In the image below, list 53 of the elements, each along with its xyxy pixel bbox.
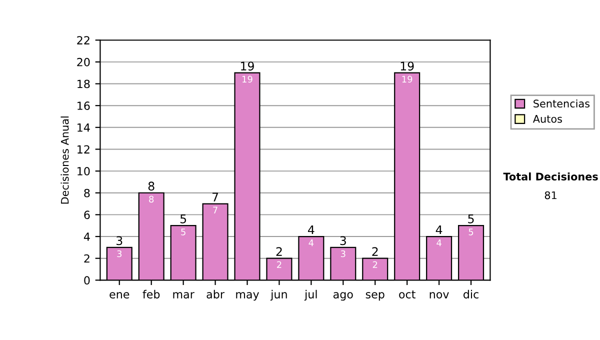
y-tick-label: 16	[78, 102, 90, 110]
text: 81	[544, 191, 556, 200]
y-tick-label: 22	[77, 36, 90, 44]
annotation: 19	[241, 62, 254, 71]
annotation: 19	[400, 62, 414, 71]
annotation: 2	[372, 247, 378, 256]
annotation: 2	[276, 247, 282, 256]
data-label: 4	[436, 240, 442, 246]
y-tick-label: 18	[78, 80, 90, 88]
x-tick-label: sep	[366, 292, 384, 301]
x-tick-label: jun	[270, 290, 287, 301]
y-axis-title: Decisiones Anual	[60, 116, 69, 204]
y-tick-label: 2	[84, 254, 90, 263]
data-label: 19	[242, 76, 252, 83]
data-label: 2	[277, 261, 282, 268]
data-label: 4	[308, 240, 314, 246]
y-tick-label: 8	[84, 188, 90, 198]
annotation: 3	[340, 236, 346, 246]
x-tick-label: feb	[142, 290, 160, 298]
annotation: 7	[212, 192, 218, 202]
y-tick-label: 0	[84, 276, 90, 285]
annotation: 4	[308, 225, 314, 234]
y-tick-label: 6	[84, 210, 90, 220]
data-label: 3	[340, 250, 346, 258]
y-tick-label: 12	[78, 145, 90, 154]
x-tick-label: abr	[206, 290, 224, 298]
data-label: 5	[468, 228, 474, 236]
data-label: 8	[149, 196, 154, 203]
annotation: 5	[468, 214, 474, 224]
x-tick-label: mar	[173, 292, 194, 298]
x-tick-label: ene	[110, 292, 130, 298]
annotation: 5	[180, 214, 186, 224]
x-tick-label: jul	[304, 290, 317, 301]
text: Total Decisiones	[503, 172, 598, 180]
x-tick-label: may	[236, 292, 260, 301]
data-label: 2	[372, 261, 378, 268]
data-label: 3	[117, 250, 122, 258]
annotation: 4	[436, 225, 442, 234]
data-label: 5	[181, 228, 186, 236]
y-tick-label: 10	[78, 167, 90, 176]
y-tick-label: 14	[78, 124, 90, 132]
y-tick-label: 4	[84, 232, 90, 241]
legend-label: Sentencias	[534, 99, 590, 108]
data-label: 19	[402, 76, 412, 83]
y-tick-label: 20	[77, 58, 90, 66]
x-tick-label: nov	[430, 292, 449, 298]
annotation: 3	[116, 236, 122, 246]
x-tick-label: ago	[333, 292, 353, 301]
x-tick-label: oct	[399, 290, 416, 298]
annotation: 8	[148, 182, 154, 191]
legend-label: Autos	[532, 115, 562, 123]
data-label: 7	[213, 206, 218, 214]
x-tick-label: dic	[464, 290, 478, 298]
